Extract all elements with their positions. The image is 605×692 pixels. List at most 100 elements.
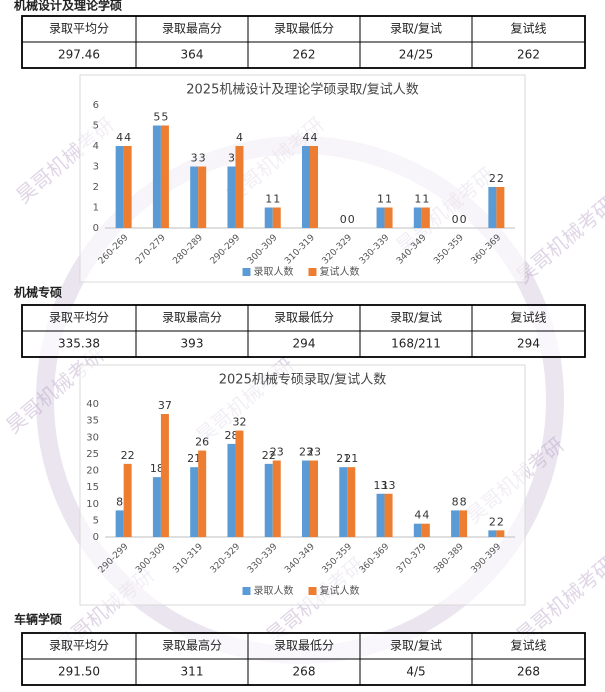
data-label: 3 bbox=[228, 152, 235, 165]
table-cell bbox=[471, 658, 586, 686]
table-value: 24/25 bbox=[399, 48, 434, 62]
bar bbox=[310, 146, 318, 228]
y-tick-label: 2 bbox=[93, 182, 99, 193]
table-value: 268 bbox=[517, 665, 540, 679]
table-value: 262 bbox=[293, 48, 316, 62]
data-label: 18 bbox=[150, 462, 164, 475]
data-label: 4 bbox=[414, 509, 421, 522]
data-label: 22 bbox=[262, 449, 276, 462]
section-title: 机械专硕 bbox=[14, 285, 62, 300]
bar bbox=[384, 207, 393, 228]
bar bbox=[152, 477, 161, 537]
table-cell bbox=[21, 330, 137, 358]
legend-swatch bbox=[308, 587, 317, 595]
bar bbox=[302, 460, 310, 537]
bar bbox=[413, 207, 422, 228]
data-label: 3 bbox=[191, 152, 198, 165]
data-label: 1 bbox=[273, 193, 280, 206]
bar bbox=[339, 467, 348, 537]
y-tick-label: 35 bbox=[86, 416, 99, 427]
data-label: 28 bbox=[224, 429, 238, 442]
data-label: 5 bbox=[153, 111, 160, 124]
chart-title: 2025机械专硕录取/复试人数 bbox=[219, 373, 386, 388]
data-label: 5 bbox=[161, 111, 168, 124]
data-label: 13 bbox=[374, 479, 388, 492]
table-cell bbox=[359, 15, 473, 43]
legend-label: 复试人数 bbox=[320, 584, 360, 597]
data-label: 4 bbox=[116, 131, 123, 144]
table-cell bbox=[135, 15, 249, 43]
bar bbox=[235, 146, 244, 228]
bar bbox=[384, 493, 393, 537]
y-tick-label: 0 bbox=[93, 223, 99, 234]
table-header: 录取最高分 bbox=[162, 310, 222, 325]
data-label: 2 bbox=[497, 172, 504, 185]
data-label: 1 bbox=[377, 193, 384, 206]
data-label: 8 bbox=[460, 495, 467, 508]
table-header: 复试线 bbox=[510, 310, 546, 325]
y-tick-label: 5 bbox=[93, 121, 99, 132]
table-value: 291.50 bbox=[58, 665, 100, 679]
table-header: 录取平均分 bbox=[49, 639, 109, 653]
bar bbox=[115, 510, 124, 537]
data-label: 21 bbox=[336, 452, 350, 465]
data-label: 23 bbox=[270, 446, 284, 459]
table-header: 录取最低分 bbox=[274, 22, 334, 36]
y-tick-label: 20 bbox=[86, 466, 99, 477]
bar bbox=[272, 460, 281, 537]
data-label: 4 bbox=[422, 509, 429, 522]
data-label: 22 bbox=[121, 449, 135, 462]
table-value: 294 bbox=[293, 337, 316, 351]
table-cell bbox=[247, 658, 361, 686]
data-label: 1 bbox=[385, 193, 392, 206]
table-header: 录取/复试 bbox=[390, 310, 442, 325]
data-label: 37 bbox=[158, 399, 172, 412]
table-header: 复试线 bbox=[510, 21, 546, 36]
bar bbox=[160, 413, 169, 537]
table-value: 168/211 bbox=[391, 337, 441, 351]
data-label: 32 bbox=[232, 416, 246, 429]
table-value: 262 bbox=[517, 48, 540, 62]
table-cell bbox=[247, 330, 361, 358]
chart-title: 2025机械设计及理论学硕录取/复试人数 bbox=[186, 82, 418, 98]
table-header: 录取平均分 bbox=[49, 311, 109, 325]
data-label: 4 bbox=[303, 131, 310, 144]
legend-swatch bbox=[308, 268, 317, 276]
table-border bbox=[21, 632, 586, 686]
table-cell bbox=[471, 632, 586, 660]
y-tick-label: 10 bbox=[86, 499, 99, 510]
data-label: 0 bbox=[348, 213, 355, 226]
table-cell bbox=[135, 330, 249, 358]
y-tick-label: 30 bbox=[86, 432, 99, 443]
table-cell bbox=[135, 41, 249, 69]
data-label: 13 bbox=[382, 479, 396, 492]
table-cell bbox=[471, 330, 586, 358]
legend-label: 录取人数 bbox=[254, 584, 294, 597]
bar bbox=[198, 166, 207, 228]
bar bbox=[413, 523, 422, 537]
bar bbox=[376, 493, 385, 537]
table-border bbox=[21, 15, 586, 69]
y-tick-label: 25 bbox=[86, 449, 99, 460]
bar bbox=[496, 530, 505, 537]
table-header: 录取最低分 bbox=[274, 311, 334, 325]
y-tick-label: 1 bbox=[93, 203, 99, 214]
table-cell bbox=[247, 632, 361, 660]
data-label: 8 bbox=[452, 495, 459, 508]
table-border bbox=[21, 304, 586, 358]
data-label: 2 bbox=[489, 515, 496, 528]
table-header: 录取/复试 bbox=[390, 21, 442, 36]
table-header: 录取最高分 bbox=[162, 21, 222, 36]
y-tick-label: 4 bbox=[93, 141, 99, 152]
bar bbox=[190, 166, 199, 228]
table-cell bbox=[247, 15, 361, 43]
data-label: 21 bbox=[187, 452, 201, 465]
bar bbox=[421, 207, 430, 228]
legend-label: 复试人数 bbox=[320, 265, 360, 278]
data-label: 26 bbox=[195, 436, 209, 449]
table-value: 268 bbox=[293, 665, 316, 679]
bar bbox=[459, 510, 468, 537]
bar bbox=[421, 523, 430, 537]
legend-swatch bbox=[242, 587, 251, 595]
